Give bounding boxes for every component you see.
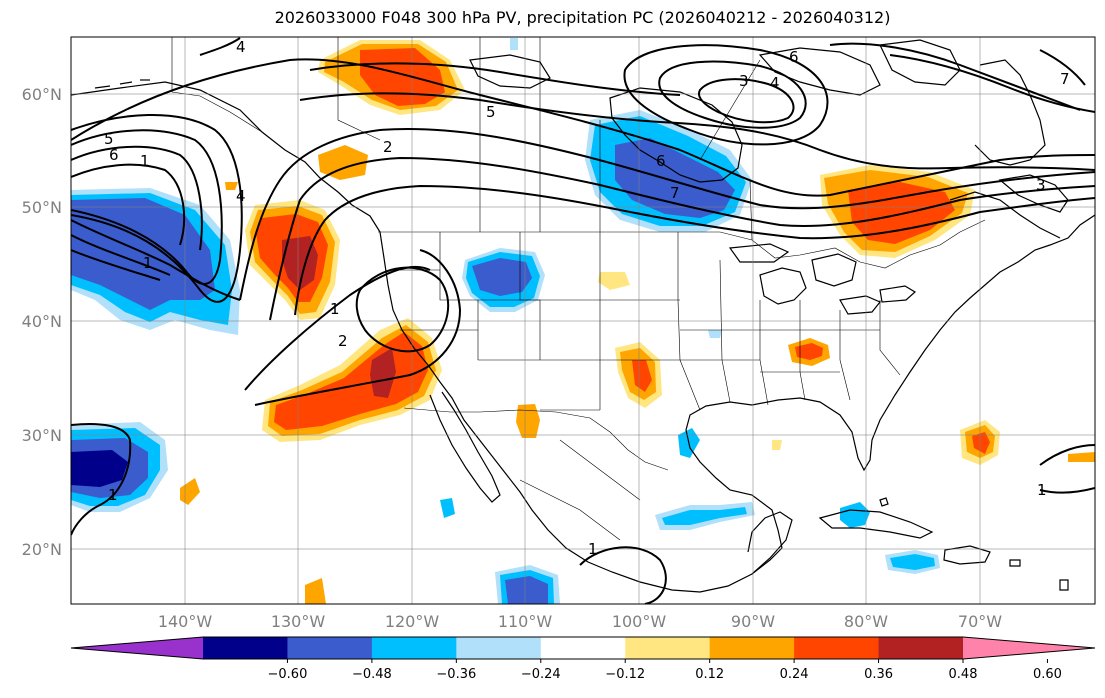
contour-label: 4 xyxy=(236,38,246,56)
colorbar-segment xyxy=(878,637,964,659)
colorbar-tick-label: −0.36 xyxy=(436,667,476,682)
contour-label: 2 xyxy=(338,332,348,350)
neg-anomaly-cuba xyxy=(840,502,870,528)
contour-label: 1 xyxy=(330,300,340,318)
lon-tick-label: 100°W xyxy=(612,612,667,631)
colorbar-segment xyxy=(287,637,373,659)
contour-label: 5 xyxy=(486,103,496,121)
contour-label: 4 xyxy=(236,187,246,205)
colorbar-tick-label: 0.48 xyxy=(949,667,978,682)
lat-axis: 60°N 50°N 40°N 30°N 20°N xyxy=(22,85,62,559)
contour-labels: 4 5 6 1 4 2 5 3 4 6 7 6 7 3 1 1 2 1 1 1 xyxy=(104,38,1070,558)
lon-tick-label: 130°W xyxy=(271,612,326,631)
lon-tick-label: 80°W xyxy=(844,612,888,631)
contour-label: 2 xyxy=(383,138,393,156)
contour-label: 1 xyxy=(1037,481,1047,499)
pos-anomaly-arizona xyxy=(516,404,540,438)
lat-tick-label: 20°N xyxy=(22,540,62,559)
colorbar-tick-label: 0.60 xyxy=(1033,667,1062,682)
lon-axis: 140°W 130°W 120°W 110°W 100°W 90°W 80°W … xyxy=(158,612,1002,631)
lat-tick-label: 30°N xyxy=(22,426,62,445)
contour-label: 6 xyxy=(656,152,666,170)
pos-anomaly-oklahoma xyxy=(598,272,630,290)
pos-anomaly-small-bc xyxy=(318,145,368,180)
contour-label: 7 xyxy=(670,184,680,202)
colorbar-segment xyxy=(709,637,795,659)
lon-tick-label: 90°W xyxy=(731,612,775,631)
contour-label: 1 xyxy=(143,254,153,272)
coastlines xyxy=(71,39,1095,593)
colorbar-segment xyxy=(203,637,288,659)
lon-tick-label: 120°W xyxy=(385,612,440,631)
contour-label: 6 xyxy=(789,48,799,66)
contour-label: 4 xyxy=(770,74,780,92)
pv-contours xyxy=(71,37,1095,604)
colorbar-tick-label: −0.12 xyxy=(605,667,645,682)
colorbar-segment xyxy=(794,637,880,659)
colorbar-tick-label: −0.60 xyxy=(268,667,308,682)
colorbar-tick-label: −0.24 xyxy=(521,667,561,682)
contour-label: 7 xyxy=(1060,70,1070,88)
colorbar-tick-label: 0.12 xyxy=(695,667,724,682)
lat-tick-label: 60°N xyxy=(22,85,62,104)
lon-tick-label: 70°W xyxy=(958,612,1002,631)
colorbar: −0.60 −0.48 −0.36 −0.24 −0.12 0.12 0.24 0.36 0.4… xyxy=(70,636,1096,682)
colorbar-tick-label: 0.24 xyxy=(780,667,809,682)
contour-label: 1 xyxy=(588,540,598,558)
colorbar-segment xyxy=(540,637,626,659)
precip-shading xyxy=(71,38,1095,604)
lat-tick-label: 40°N xyxy=(22,312,62,331)
colorbar-segment xyxy=(371,637,457,659)
colorbar-tick-label: 0.36 xyxy=(864,667,893,682)
contour-label: 1 xyxy=(140,152,150,170)
colorbar-extend-min xyxy=(71,637,203,659)
political-borders xyxy=(171,37,986,541)
lon-tick-label: 140°W xyxy=(158,612,213,631)
contour-label: 3 xyxy=(1036,176,1046,194)
colorbar-segment xyxy=(456,637,542,659)
lon-tick-label: 110°W xyxy=(498,612,553,631)
colorbar-segment xyxy=(625,637,711,659)
contour-label: 1 xyxy=(108,486,118,504)
contour-label: 5 xyxy=(104,130,114,148)
lat-tick-label: 50°N xyxy=(22,198,62,217)
map-content: 4 5 6 1 4 2 5 3 4 6 7 6 7 3 1 1 2 1 1 1 xyxy=(71,37,1095,604)
contour-label: 3 xyxy=(739,72,749,90)
colorbar-tick-label: −0.48 xyxy=(352,667,392,682)
colorbar-outline xyxy=(70,636,1096,660)
contour-label: 6 xyxy=(109,146,119,164)
map-title: 2026033000 F048 300 hPa PV, precipitatio… xyxy=(274,8,891,27)
colorbar-extend-max xyxy=(963,637,1095,659)
map-border xyxy=(70,36,1096,605)
